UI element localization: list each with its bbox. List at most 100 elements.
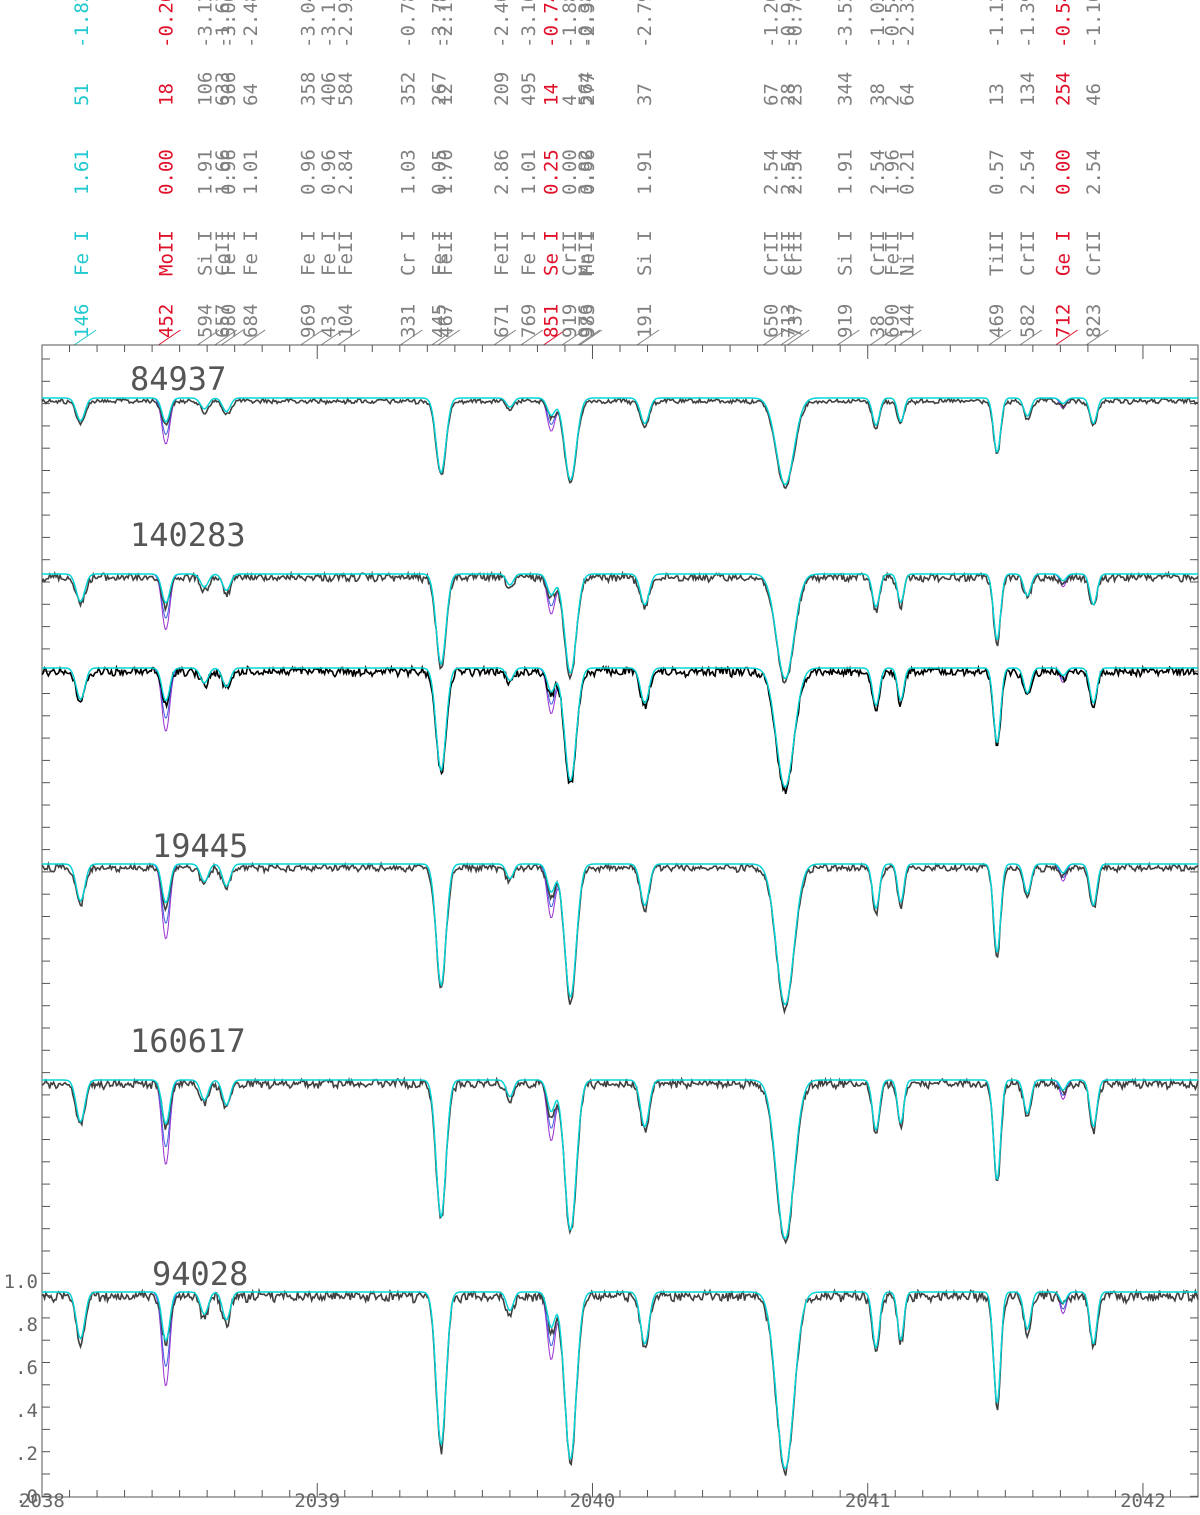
line-marker bbox=[988, 329, 1012, 346]
y-tick-label: 1.0 bbox=[4, 1271, 38, 1293]
model-spectrum-line bbox=[42, 573, 1198, 680]
line-chi: 1.96 bbox=[881, 149, 903, 195]
line-gf: -2.19 bbox=[435, 0, 457, 48]
x-tick-label: 2039 bbox=[294, 1490, 340, 1510]
line-species: Fe I bbox=[577, 230, 599, 276]
line-label: 976 MnII 3.82 564 -0.38 bbox=[575, 0, 601, 346]
line-marker bbox=[780, 329, 804, 346]
line-s: 46 bbox=[1083, 83, 1105, 106]
line-label: 657 CoII 1.66 633 -1.63 bbox=[212, 0, 238, 346]
line-code: 146 bbox=[71, 304, 93, 338]
spectrum-panel bbox=[41, 1287, 1199, 1476]
line-marker bbox=[197, 329, 220, 346]
line-species: TiII bbox=[986, 230, 1008, 276]
line-species: CrII bbox=[1083, 230, 1105, 276]
line-label: 191 Si I 1.91 37 -2.79 bbox=[634, 0, 660, 346]
line-label: 650 CrII 2.54 67 -1.20 bbox=[760, 0, 786, 346]
line-s: 38 bbox=[867, 83, 889, 106]
line-marker bbox=[837, 329, 860, 346]
line-chi: 0.00 bbox=[559, 149, 581, 195]
line-marker bbox=[1055, 329, 1078, 346]
line-s: 13 bbox=[986, 83, 1008, 106]
line-code: 919 bbox=[834, 304, 856, 338]
line-s: 584 bbox=[335, 72, 357, 106]
line-chi: 1.61 bbox=[71, 149, 93, 195]
line-gf: -2.48 bbox=[240, 0, 262, 48]
line-code: 582 bbox=[1017, 304, 1039, 338]
line-chi: 0.96 bbox=[298, 149, 320, 195]
spectrum-panel bbox=[41, 860, 1199, 1015]
model-spectrum-line bbox=[42, 1291, 1198, 1470]
model-spectrum-line bbox=[42, 667, 1198, 788]
line-gf: -2.92 bbox=[335, 0, 357, 48]
line-s: 495 bbox=[518, 72, 540, 106]
line-species: Fe I bbox=[429, 230, 451, 276]
line-code: 467 bbox=[435, 304, 457, 338]
line-label: 38 CrII 2.54 38 -1.03 bbox=[867, 0, 893, 346]
line-code: 969 bbox=[298, 304, 320, 338]
line-species: CrII bbox=[559, 230, 581, 276]
line-chi: 2.54 bbox=[1083, 149, 1105, 195]
line-label: 690 FeII 1.96 2 -0.54 bbox=[881, 0, 907, 346]
line-chi: 1.01 bbox=[240, 149, 262, 195]
line-code: 713 bbox=[778, 304, 800, 338]
line-label: 684 Fe I 1.01 64 -2.48 bbox=[240, 0, 266, 346]
line-chi: 2.86 bbox=[491, 149, 513, 195]
line-chi: 2.54 bbox=[867, 149, 889, 195]
line-species: CrII bbox=[784, 230, 806, 276]
line-gf: -0.78 bbox=[784, 0, 806, 48]
line-label: 919 CrII 0.00 4 -1.88 bbox=[559, 0, 585, 346]
line-code: 657 bbox=[212, 304, 234, 338]
line-chi: 0.96 bbox=[318, 149, 340, 195]
line-code: 823 bbox=[1083, 304, 1105, 338]
observed-spectrum-line bbox=[41, 1076, 1199, 1245]
line-label: 712 Ge I 0.00 254 -0.54 bbox=[1053, 0, 1078, 346]
line-label: 851 Se I 0.25 14 -0.74 bbox=[540, 0, 566, 346]
line-code: 580 bbox=[218, 304, 240, 338]
line-label: 594 Si I 1.91 106 -3.12 bbox=[194, 0, 220, 346]
line-marker bbox=[899, 329, 922, 346]
line-chi: 1.03 bbox=[397, 149, 419, 195]
panel-labels: 84937 140283 19445 160617 94028 bbox=[130, 360, 248, 1293]
line-species: Ge I bbox=[1053, 230, 1075, 276]
line-label: 445 Fe I 0.05 267 -3.79 bbox=[429, 0, 455, 346]
line-marker bbox=[636, 329, 660, 346]
line-label: 104 FeII 2.84 584 -2.92 bbox=[335, 0, 361, 346]
line-s: 18 bbox=[155, 83, 177, 106]
line-s: 64 bbox=[240, 83, 262, 106]
line-s: 352 bbox=[397, 72, 419, 106]
line-species: FeII bbox=[491, 230, 513, 276]
line-s: 64 bbox=[896, 83, 918, 106]
line-marker bbox=[763, 329, 786, 346]
line-label: 469 TiII 0.57 13 -1.12 bbox=[986, 0, 1012, 346]
spectra bbox=[41, 396, 1199, 1476]
spectrum-panel bbox=[41, 570, 1199, 684]
line-chi: 0.21 bbox=[896, 149, 918, 195]
line-species: Fe I bbox=[518, 230, 540, 276]
line-chi: 3.82 bbox=[575, 149, 597, 195]
line-gf: -1.83 bbox=[71, 0, 93, 48]
line-code: 983 bbox=[577, 304, 599, 338]
line-species: Si I bbox=[194, 230, 216, 276]
line-species: Fe I bbox=[71, 230, 93, 276]
y-tick-label: .2 bbox=[15, 1443, 38, 1465]
line-gf: -0.74 bbox=[540, 0, 562, 48]
line-s: 14 bbox=[540, 83, 562, 106]
line-gf: -1.03 bbox=[867, 0, 889, 48]
line-gf: -1.39 bbox=[1017, 0, 1039, 48]
line-chi: 2.84 bbox=[335, 149, 357, 195]
line-species: CrII bbox=[1017, 230, 1039, 276]
line-label: 467 FeII 1.70 12 -2.19 bbox=[435, 0, 461, 346]
line-species: Si I bbox=[634, 230, 656, 276]
line-s: 564 bbox=[575, 72, 597, 106]
line-marker bbox=[400, 329, 423, 346]
line-species: Si I bbox=[834, 230, 856, 276]
line-list: 146 Fe I 1.61 51 -1.83 452 MoII 0.00 18 -0.20 594 S… bbox=[71, 0, 1109, 346]
line-gf: -2.94 bbox=[577, 0, 599, 48]
line-chi: 0.00 bbox=[1053, 149, 1075, 195]
y-tick-label: .4 bbox=[15, 1400, 38, 1422]
line-s: 12 bbox=[435, 83, 457, 106]
line-gf: -2.32 bbox=[896, 0, 918, 48]
model-spectrum-line bbox=[42, 1079, 1198, 1240]
line-species: MoII bbox=[155, 230, 177, 276]
